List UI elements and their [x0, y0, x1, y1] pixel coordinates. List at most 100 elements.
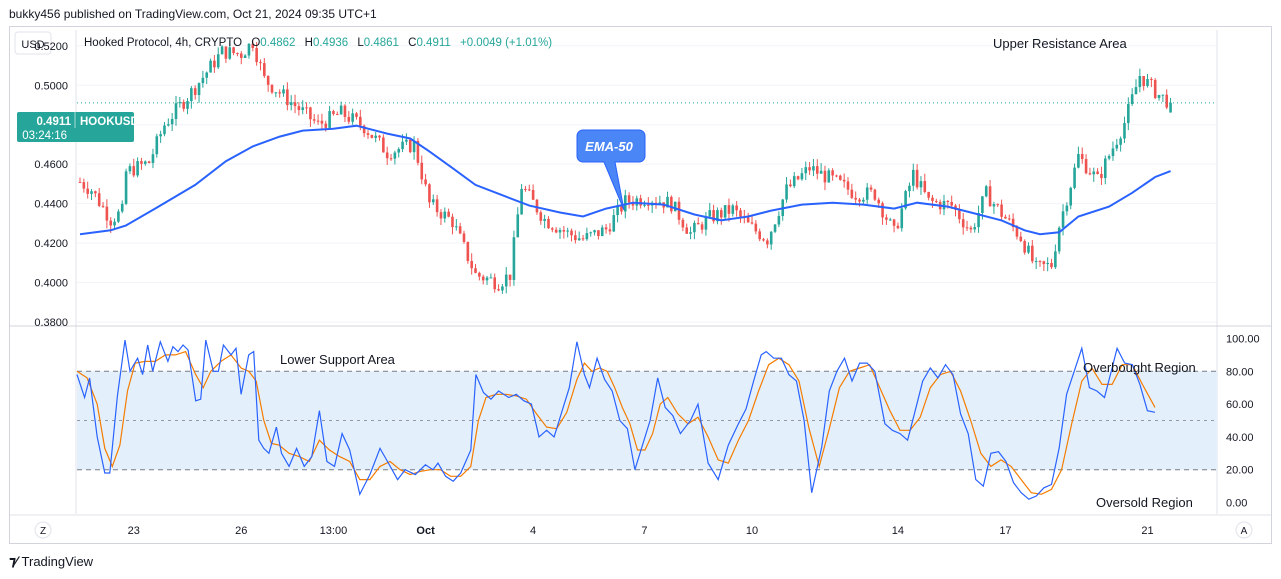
candle [167, 118, 170, 127]
candle [197, 82, 201, 103]
price-tick-label: 0.4600 [34, 159, 68, 171]
candle [1142, 75, 1145, 91]
candle [232, 46, 235, 56]
candle [627, 192, 631, 209]
time-tick-label: 23 [128, 525, 140, 537]
price-axis[interactable]: 0.52000.50000.48000.46000.44000.42000.40… [34, 41, 68, 329]
currency-button[interactable] [14, 31, 52, 55]
candle [539, 210, 543, 225]
candle [512, 230, 516, 286]
candle [927, 191, 930, 201]
candle [408, 138, 412, 154]
tradingview-footer[interactable]: ⁊⁄ TradingView [9, 553, 93, 570]
candle [343, 104, 347, 123]
tradingview-logo-icon: ⁊⁄ [9, 553, 17, 569]
auto-scale-button[interactable] [1235, 521, 1253, 539]
candle [1011, 213, 1015, 232]
candle [873, 188, 877, 202]
candle [1161, 94, 1165, 102]
candle [639, 194, 642, 209]
candle [1134, 79, 1138, 95]
candle [908, 182, 911, 198]
candle [1111, 141, 1115, 161]
chart-frame [9, 26, 1272, 544]
candle [389, 153, 393, 161]
candle [984, 184, 988, 198]
candle [178, 97, 182, 108]
candle [193, 85, 197, 100]
candle [792, 171, 796, 189]
stoch-axis[interactable]: 100.00 80.00 60.00 40.00 20.00 0.00 [1226, 333, 1260, 509]
tradingview-brand: TradingView [21, 554, 94, 569]
candle [1004, 214, 1007, 219]
timezone-button[interactable] [34, 521, 52, 539]
close-value: 0.4911 [416, 37, 450, 49]
candle [658, 195, 662, 205]
candle [769, 231, 773, 250]
candle [362, 124, 366, 138]
auto-scale-a-icon: A [1241, 526, 1248, 537]
time-tick-label: 7 [641, 525, 647, 537]
candle [827, 168, 831, 183]
candle [562, 225, 566, 239]
candle [462, 230, 466, 244]
candle [259, 59, 262, 71]
candle [723, 205, 727, 220]
stoch-d-line[interactable] [76, 350, 1156, 495]
candle [485, 275, 489, 285]
candle [911, 163, 915, 192]
candle [458, 222, 462, 235]
stoch-tick-label: 40.00 [1226, 432, 1254, 444]
candle [819, 163, 823, 174]
candle [297, 102, 301, 116]
candle [516, 207, 520, 238]
candle [808, 161, 811, 175]
candle [117, 209, 120, 224]
candle [612, 209, 616, 233]
candle [931, 194, 934, 208]
candle [424, 173, 427, 187]
candle [885, 214, 888, 225]
open-label: O [251, 37, 260, 49]
candle [1103, 155, 1107, 185]
candle [289, 95, 293, 111]
candle [147, 160, 151, 164]
candle [712, 204, 715, 224]
candle [739, 207, 742, 223]
time-tick-label: 14 [892, 525, 904, 537]
time-axis[interactable]: 23 26 13:00 Oct 4 7 10 14 17 21 [128, 525, 1154, 537]
ema-callout[interactable]: EMA-50 [576, 129, 646, 211]
candle [1027, 242, 1030, 254]
candle [339, 101, 343, 115]
candle [758, 228, 761, 242]
candle [201, 70, 205, 88]
candle [159, 130, 162, 143]
candle [812, 158, 815, 177]
candle [892, 218, 896, 233]
candle [839, 174, 842, 181]
candle [347, 111, 351, 125]
candle [247, 43, 251, 59]
candle [593, 229, 596, 236]
candle [163, 122, 166, 137]
candle [589, 231, 593, 237]
candle [566, 227, 569, 238]
candle [608, 223, 612, 235]
high-label: H [305, 37, 313, 49]
candle [128, 163, 132, 175]
candle [815, 159, 819, 180]
ema-50-line[interactable] [79, 124, 1171, 236]
candle [1150, 77, 1153, 88]
symbol-legend[interactable]: Hooked Protocol, 4h, CRYPTO O0.4862 H0.4… [84, 37, 552, 49]
candle [685, 223, 689, 234]
candle [1007, 214, 1011, 221]
candle [616, 199, 619, 223]
candle [355, 111, 358, 120]
stoch-tick-label: 20.00 [1226, 465, 1254, 477]
stoch-k-line[interactable] [76, 339, 1156, 500]
candle [397, 147, 401, 158]
candle [236, 52, 239, 57]
candle [186, 97, 189, 115]
candle [90, 189, 93, 201]
